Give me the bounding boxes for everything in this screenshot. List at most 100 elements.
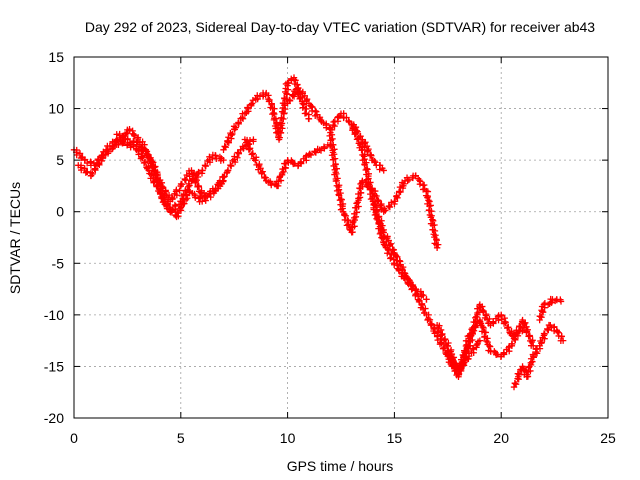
data-point <box>96 161 103 169</box>
data-point <box>295 162 302 169</box>
data-point <box>547 321 554 329</box>
data-point <box>461 347 468 354</box>
data-point <box>149 159 157 166</box>
data-point <box>160 198 167 205</box>
data-point <box>525 333 532 340</box>
data-point <box>201 162 209 169</box>
data-point <box>557 298 565 305</box>
data-point <box>401 270 409 277</box>
data-point <box>269 105 276 112</box>
data-point <box>131 132 138 140</box>
data-point <box>510 383 518 391</box>
data-point <box>369 194 376 202</box>
data-point <box>109 145 116 152</box>
data-point <box>197 189 205 196</box>
data-point <box>191 190 198 198</box>
data-point <box>559 337 567 344</box>
data-point <box>426 316 434 323</box>
data-point <box>95 156 102 163</box>
data-point <box>220 156 227 164</box>
data-point <box>553 327 560 334</box>
data-point <box>391 198 398 205</box>
data-point <box>229 130 236 138</box>
data-point <box>76 150 84 157</box>
data-point <box>373 208 380 216</box>
data-point <box>439 345 447 352</box>
data-point <box>378 217 385 224</box>
data-point <box>159 194 166 202</box>
data-point <box>508 342 516 349</box>
data-point <box>391 249 398 257</box>
data-point <box>291 160 298 167</box>
x-tick-label: 0 <box>70 430 78 446</box>
data-point <box>423 296 430 303</box>
data-point <box>469 336 476 344</box>
data-point <box>313 108 320 115</box>
data-point <box>305 151 313 159</box>
data-point <box>177 182 184 190</box>
data-point <box>231 126 238 133</box>
data-point <box>433 321 441 329</box>
data-point <box>405 176 413 183</box>
data-point <box>456 366 463 373</box>
data-point <box>156 177 163 184</box>
data-point <box>528 338 536 346</box>
data-point <box>306 150 313 157</box>
data-point <box>166 198 174 205</box>
y-tick-label: -5 <box>52 255 65 271</box>
data-point <box>237 146 244 154</box>
data-point <box>81 165 88 172</box>
data-point <box>343 114 350 121</box>
data-point <box>275 136 283 143</box>
data-point <box>418 300 426 308</box>
data-point <box>270 109 277 117</box>
x-tick-label: 25 <box>600 430 616 446</box>
data-point <box>540 332 548 339</box>
data-point <box>327 136 335 144</box>
data-point <box>385 237 392 244</box>
data-point <box>134 134 142 141</box>
data-point <box>444 342 451 349</box>
data-point <box>558 333 565 340</box>
data-point <box>186 187 193 195</box>
data-point <box>99 154 107 162</box>
data-point <box>416 180 424 188</box>
data-point <box>258 169 265 177</box>
data-point <box>498 352 505 360</box>
data-point <box>168 207 176 215</box>
data-point <box>168 193 176 201</box>
data-point <box>393 193 400 200</box>
data-point <box>327 126 334 133</box>
x-tick-label: 5 <box>177 430 185 446</box>
data-point <box>465 332 473 339</box>
data-point <box>252 156 259 164</box>
data-point <box>284 100 291 107</box>
y-tick-label: 5 <box>56 152 64 168</box>
data-point <box>91 165 98 173</box>
x-tick-label: 10 <box>280 430 296 446</box>
data-point <box>482 310 490 318</box>
data-point <box>87 172 95 179</box>
data-point <box>284 79 291 86</box>
data-point <box>519 363 526 370</box>
data-point <box>369 198 377 205</box>
data-point <box>316 146 323 154</box>
data-point <box>248 100 256 107</box>
data-point <box>433 235 440 243</box>
x-tick-labels: 0 5 10 15 20 25 <box>70 430 616 446</box>
plot-frame <box>73 56 609 419</box>
data-point <box>231 153 238 160</box>
data-point <box>449 362 456 369</box>
data-point <box>234 119 242 127</box>
data-point <box>209 151 217 159</box>
data-point <box>427 202 434 209</box>
data-point <box>266 178 274 185</box>
data-point <box>455 373 462 380</box>
data-point <box>343 222 351 229</box>
data-point <box>487 347 494 355</box>
data-point <box>291 87 298 95</box>
data-point <box>427 322 435 329</box>
data-point <box>486 342 493 350</box>
data-point <box>145 151 152 159</box>
data-point <box>152 163 159 170</box>
